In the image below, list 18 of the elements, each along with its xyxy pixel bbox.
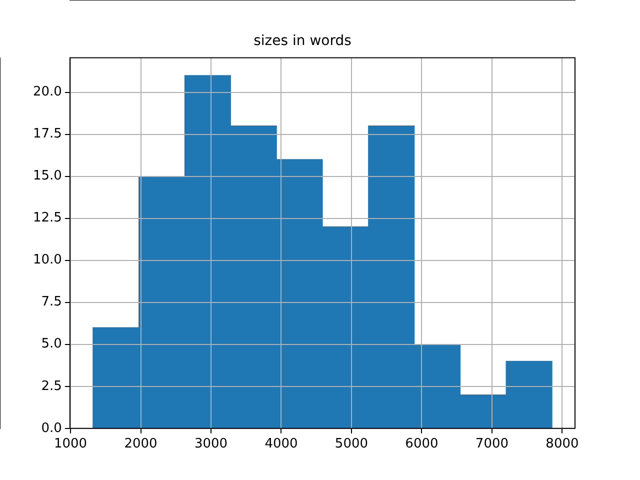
y-tick-label: 2.5 <box>41 378 62 394</box>
y-tick-label: 10.0 <box>32 252 62 268</box>
y-tick-label: 0.0 <box>41 420 62 436</box>
x-tick-label: 1000 <box>54 436 88 452</box>
y-tick-label: 7.5 <box>41 294 62 310</box>
y-tick-label: 12.5 <box>32 210 62 226</box>
x-tick-label: 6000 <box>405 436 438 452</box>
x-tick-label: 2000 <box>124 436 158 452</box>
y-tick-label: 15.0 <box>32 168 62 184</box>
y-tick-label: 5.0 <box>41 336 62 352</box>
x-tick-label: 7000 <box>475 436 509 452</box>
x-tick-label: 5000 <box>334 436 368 452</box>
x-tick-label: 3000 <box>194 436 228 452</box>
y-tick-label: 17.5 <box>32 126 62 142</box>
y-tick-label: 20.0 <box>32 84 62 100</box>
chart-title: sizes in words <box>254 33 352 50</box>
x-tick-label: 4000 <box>264 436 298 452</box>
x-tick-label: 8000 <box>546 436 579 452</box>
